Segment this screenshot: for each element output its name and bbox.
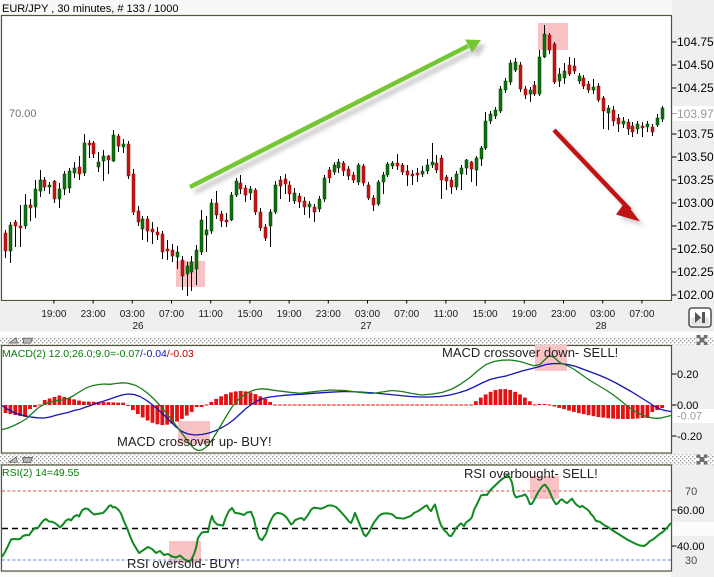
svg-text:104.25: 104.25 xyxy=(677,81,714,95)
svg-text:MACD crossover down- SELL!: MACD crossover down- SELL! xyxy=(442,345,618,360)
svg-text:102.75: 102.75 xyxy=(677,219,714,233)
svg-text:60.00: 60.00 xyxy=(677,505,705,517)
svg-text:03:00: 03:00 xyxy=(120,309,145,320)
svg-text:23:00: 23:00 xyxy=(551,309,576,320)
svg-text:MACD crossover up- BUY!: MACD crossover up- BUY! xyxy=(117,434,272,449)
svg-text:15:00: 15:00 xyxy=(237,309,262,320)
svg-text:23:00: 23:00 xyxy=(81,309,106,320)
svg-text:19:00: 19:00 xyxy=(41,309,66,320)
svg-text:104.75: 104.75 xyxy=(677,35,714,49)
svg-text:19:00: 19:00 xyxy=(512,309,537,320)
svg-text:103.00: 103.00 xyxy=(677,196,714,210)
svg-text:RSI overbought- SELL!: RSI overbought- SELL! xyxy=(464,466,598,481)
svg-text:MACD(2) 12.0;26.0;9.0=-0.07/-0: MACD(2) 12.0;26.0;9.0=-0.07/-0.04/-0.03 xyxy=(2,348,194,360)
svg-text:RSI oversold- BUY!: RSI oversold- BUY! xyxy=(127,556,240,571)
svg-text:70.00: 70.00 xyxy=(9,108,37,120)
svg-text:103.25: 103.25 xyxy=(677,173,714,187)
svg-text:26: 26 xyxy=(132,321,144,332)
svg-text:28: 28 xyxy=(595,321,607,332)
svg-text:03:00: 03:00 xyxy=(355,309,380,320)
svg-text:11:00: 11:00 xyxy=(199,309,224,320)
svg-text:15:00: 15:00 xyxy=(473,309,498,320)
svg-text:27: 27 xyxy=(360,321,372,332)
svg-text:-0.07: -0.07 xyxy=(677,411,702,423)
svg-text:11:00: 11:00 xyxy=(434,309,459,320)
svg-text:70: 70 xyxy=(685,486,697,498)
svg-text:RSI(2) 14=49.55: RSI(2) 14=49.55 xyxy=(2,467,80,479)
svg-text:03:00: 03:00 xyxy=(590,309,615,320)
svg-text:102.25: 102.25 xyxy=(677,265,714,279)
svg-text:07:00: 07:00 xyxy=(629,309,654,320)
svg-text:103.75: 103.75 xyxy=(677,127,714,141)
svg-text:19:00: 19:00 xyxy=(277,309,302,320)
svg-text:07:00: 07:00 xyxy=(159,309,184,320)
svg-text:-0.20: -0.20 xyxy=(677,431,702,443)
svg-text:0.20: 0.20 xyxy=(677,369,698,381)
svg-text:23:00: 23:00 xyxy=(316,309,341,320)
svg-text:30: 30 xyxy=(685,555,697,567)
svg-text:102.50: 102.50 xyxy=(677,242,714,256)
svg-text:102.00: 102.00 xyxy=(677,288,714,302)
svg-text:40.00: 40.00 xyxy=(677,541,705,553)
svg-text:103.50: 103.50 xyxy=(677,150,714,164)
svg-text:07:00: 07:00 xyxy=(394,309,419,320)
svg-text:103.97: 103.97 xyxy=(677,107,714,121)
svg-text:EUR/JPY , 30 minutes, # 133 /: EUR/JPY , 30 minutes, # 133 / 1000 xyxy=(2,3,179,15)
svg-text:104.50: 104.50 xyxy=(677,58,714,72)
